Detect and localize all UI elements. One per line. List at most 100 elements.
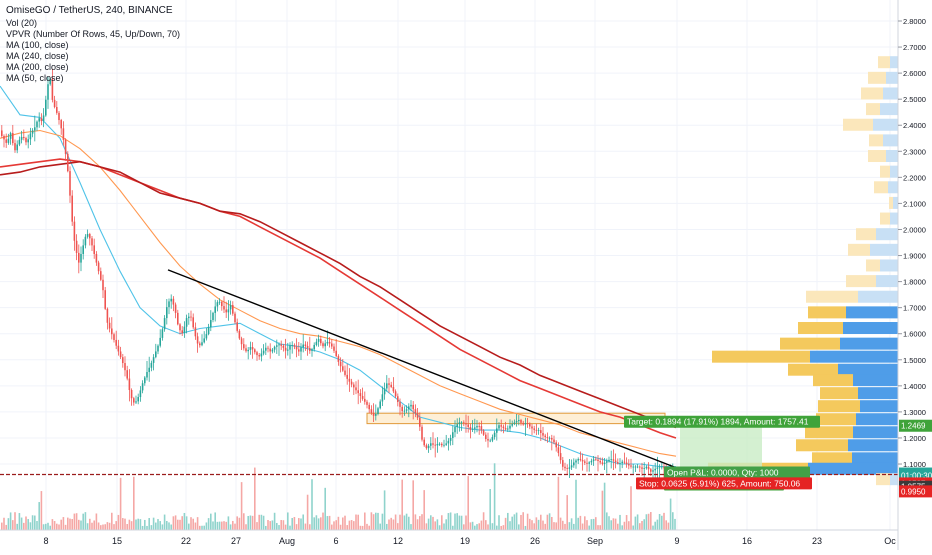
volume-bar	[590, 519, 593, 530]
volume-bar	[636, 514, 639, 530]
candle-body	[447, 440, 450, 444]
candle-body	[370, 409, 373, 413]
vp-row-up	[876, 275, 898, 288]
volume-bar	[207, 518, 210, 530]
candle-body	[614, 460, 617, 463]
volume-bar	[515, 512, 518, 530]
vp-row-up	[893, 196, 898, 209]
volume-bar	[357, 514, 359, 530]
vp-row-down	[808, 306, 846, 319]
candle-body	[575, 460, 577, 463]
volume-bar	[487, 524, 489, 530]
volume-bar	[291, 518, 293, 530]
vp-row-up	[890, 165, 898, 178]
volume-bar	[148, 518, 150, 530]
vp-row-down	[818, 400, 860, 413]
price-axis[interactable]: 2.8000 2.7000 2.6000 2.5000 2.4000 2.3000 2.20…	[897, 0, 932, 550]
volume-bar	[181, 516, 183, 530]
candle-body	[482, 430, 485, 435]
candle-body	[546, 437, 549, 438]
candle-body	[390, 384, 392, 388]
candle-body	[152, 357, 155, 363]
legend-ma100[interactable]: MA (100, close)	[6, 40, 69, 50]
target-zone[interactable]	[680, 425, 762, 472]
volume-bar	[23, 522, 25, 530]
candle-body	[344, 370, 346, 375]
candle-body	[73, 221, 76, 241]
price-tick-label: 1.1000	[903, 460, 926, 469]
candle-body	[476, 425, 478, 428]
volume-bar	[465, 515, 467, 530]
volume-bar	[372, 514, 375, 530]
volume-bar	[379, 523, 381, 530]
time-tick-label: 6	[333, 536, 338, 546]
candle-body	[452, 432, 454, 438]
candle-body	[568, 467, 571, 469]
volume-bar	[34, 515, 36, 530]
candle-body	[392, 387, 395, 392]
legend-vol[interactable]: Vol (20)	[6, 18, 38, 28]
trendline[interactable]	[167, 269, 681, 470]
candle-body	[146, 372, 148, 378]
volume-bar	[317, 518, 320, 530]
candle-body	[282, 345, 285, 348]
volume-bar	[133, 476, 135, 530]
candle-body	[557, 447, 560, 454]
candle-body	[179, 324, 181, 331]
legend-ma200[interactable]: MA (200, close)	[6, 62, 69, 72]
candle-body	[634, 466, 637, 468]
candle-body	[399, 401, 401, 407]
candle-body	[124, 363, 126, 371]
volume-bar	[139, 519, 142, 530]
candle-body	[430, 443, 432, 446]
volume-bar	[166, 520, 168, 530]
candle-body	[247, 349, 249, 352]
volume-bar	[364, 512, 366, 530]
vp-row-up	[848, 439, 898, 452]
candle-body	[203, 338, 205, 343]
candle-body	[656, 467, 659, 469]
vp-row-up	[860, 400, 898, 413]
volume-bar	[361, 525, 364, 530]
candle-body	[375, 413, 377, 416]
candle-body	[467, 424, 469, 428]
candle-body	[515, 421, 518, 423]
candle-body	[287, 349, 289, 351]
volume-bar	[353, 521, 355, 530]
volume-bar	[460, 515, 463, 530]
candle-body	[108, 322, 111, 329]
volume-bar	[449, 512, 452, 530]
volume-bar	[282, 520, 285, 530]
vp-row-up	[888, 181, 898, 194]
candle-body	[157, 345, 159, 352]
legend-ma240[interactable]: MA (240, close)	[6, 51, 69, 61]
volume-bar	[507, 512, 509, 530]
volume-bar	[126, 524, 128, 530]
legend-ma50[interactable]: MA (50, close)	[6, 73, 64, 83]
candle-body	[188, 316, 190, 319]
candle-body	[496, 428, 498, 433]
volume-bar	[18, 513, 21, 530]
candle-body	[201, 342, 203, 346]
volume-bar	[229, 524, 232, 530]
candle-body	[100, 271, 102, 280]
candle-body	[102, 279, 104, 291]
volume-bar	[500, 525, 502, 530]
volume-bar	[359, 525, 362, 530]
candle-body	[271, 349, 274, 352]
volume-bar	[555, 522, 557, 530]
time-axis[interactable]: 8 15 22 27 Aug 6 12 19 26 Sep 9 16 23 Oc	[0, 529, 898, 546]
volume-bar	[254, 467, 256, 530]
candles	[1, 69, 676, 483]
volume-bar	[423, 490, 425, 530]
volume-bar	[326, 516, 329, 530]
candle-body	[502, 426, 505, 429]
volume-bar	[150, 525, 153, 530]
candle-body	[489, 440, 491, 442]
chart-title: OmiseGO / TetherUS, 240, BINANCE	[6, 5, 173, 16]
candle-body	[214, 306, 216, 313]
volume-bar	[597, 525, 599, 530]
legend-vpvr[interactable]: VPVR (Number Of Rows, 45, Up/Down, 70)	[6, 29, 181, 39]
volume-bar	[625, 515, 628, 530]
